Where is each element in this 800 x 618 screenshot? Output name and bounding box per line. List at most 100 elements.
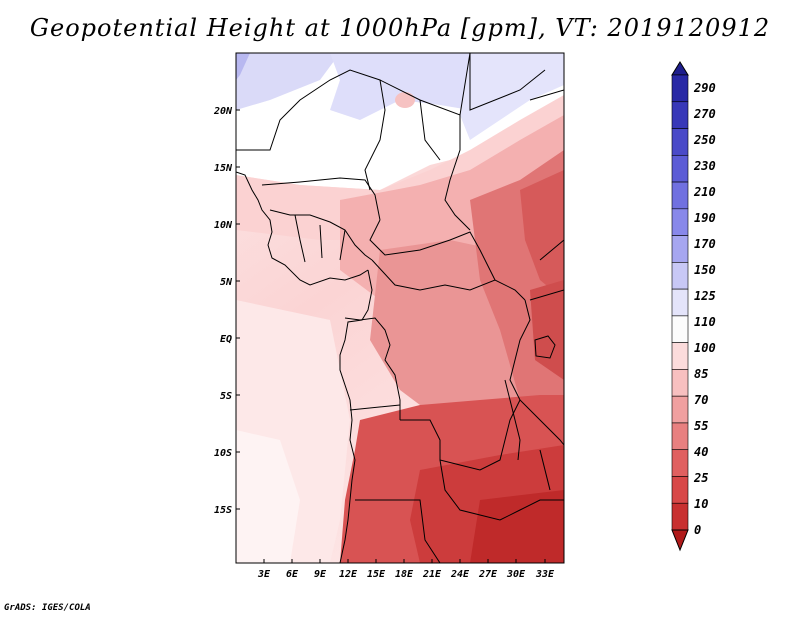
colorbar-box [671, 369, 689, 397]
border-west-1 [269, 209, 373, 261]
colorbar-label: 150 [694, 263, 716, 277]
latitude-axis: 20N 15N 10N 5N EQ 5S 10S 15S [213, 106, 240, 516]
lon-tick-label: 33E [535, 569, 555, 580]
colorbar-box [671, 262, 689, 290]
political-boundaries [236, 53, 564, 563]
border-east [509, 299, 564, 446]
colorbar-box [671, 181, 689, 210]
colorbar-box [671, 288, 689, 317]
lat-tick: EQ [220, 334, 240, 345]
colorbar-box [671, 315, 689, 343]
lon-tick-label: 18E [395, 569, 414, 580]
colorbar-box [671, 101, 689, 129]
lon-tick: 30E [506, 559, 526, 580]
colorbar-box [671, 208, 689, 236]
border-sahara-2 [364, 79, 386, 191]
colorbar-box [671, 74, 689, 103]
lon-tick: 18E [395, 559, 414, 580]
colorbar-bottom-arrow [671, 529, 689, 552]
colorbar-label: 170 [694, 237, 716, 251]
field-blue-nw-dark [236, 53, 250, 80]
border-zambia [439, 459, 564, 521]
border-car [371, 259, 526, 301]
lon-tick: 6E [286, 559, 299, 580]
lon-tick-label: 24E [450, 569, 470, 580]
colorbar-label: 270 [693, 107, 716, 121]
geopotential-field [236, 53, 564, 563]
colorbar-box [671, 154, 689, 183]
colorbar-label: 125 [694, 289, 716, 303]
lat-tick-label: 5S [220, 391, 232, 402]
lon-tick: 3E [257, 559, 271, 580]
field-blob-north [395, 92, 415, 108]
lon-tick-label: 27E [478, 569, 498, 580]
lat-tick: 5S [220, 391, 240, 402]
lat-tick-label: 15S [214, 505, 232, 516]
lake-tanganyika [504, 379, 521, 461]
border-sahel [261, 177, 381, 221]
colorbar-label: 25 [693, 471, 708, 485]
colorbar-labels: 290 270 250 230 210 190 170 150 125 110 … [693, 81, 716, 537]
field-blue-ne [460, 53, 564, 140]
lon-tick-label: 6E [286, 569, 299, 580]
west-africa-coast [236, 171, 369, 286]
colorbar-label: 110 [694, 315, 716, 329]
lat-tick-label: 10N [214, 220, 233, 231]
border-congo-2 [400, 399, 521, 471]
colorbar-label: 55 [694, 419, 708, 433]
colorbar-box [671, 449, 689, 477]
colorbar-box [671, 342, 689, 370]
border-angola [349, 404, 441, 563]
field-blue-nw [236, 53, 340, 110]
gulf-coast [339, 269, 373, 563]
lake-malawi [539, 449, 551, 491]
lat-tick: 15N [214, 163, 240, 174]
field-blue-north [330, 53, 470, 120]
lat-tick: 10N [214, 220, 240, 231]
lon-tick-label: 21E [422, 569, 442, 580]
lon-tick-label: 15E [367, 569, 386, 580]
lon-tick-label: 3E [257, 569, 271, 580]
lat-tick: 10S [214, 448, 240, 459]
colorbar-top-arrow [671, 61, 689, 76]
colorbar-label: 0 [694, 523, 701, 537]
lon-tick: 15E [367, 559, 386, 580]
lat-tick-label: 10S [214, 448, 232, 459]
lon-tick: 9E [314, 559, 327, 580]
colorbar-box [671, 128, 689, 156]
lon-tick: 24E [450, 559, 470, 580]
colorbar-box [671, 235, 689, 263]
lat-tick: 20N [213, 106, 240, 117]
border-chad [369, 219, 496, 281]
lat-tick-label: EQ [220, 334, 232, 345]
colorbar-label: 190 [694, 211, 716, 225]
lon-tick: 12E [339, 559, 358, 580]
field-east-dark [520, 170, 564, 300]
lon-tick-label: 30E [506, 569, 526, 580]
colorbar-box [671, 395, 689, 424]
colorbar-box [671, 476, 689, 504]
border-kenya [529, 239, 564, 301]
border-sahara-3 [444, 115, 471, 231]
field-southwest [236, 430, 300, 563]
colorbar-label: 100 [694, 341, 716, 355]
field-lake-region [530, 280, 564, 380]
colorbar-boxes [671, 74, 689, 531]
colorbar-label: 85 [694, 367, 708, 381]
colorbar-label: 210 [693, 185, 716, 199]
longitude-axis: 3E 6E 9E 12E 15E 18E 21E 24E [257, 559, 555, 580]
colorbar-box [671, 502, 689, 531]
colorbar-label: 40 [694, 445, 708, 459]
lat-tick: 5N [220, 277, 240, 288]
lat-tick-label: 15N [214, 163, 233, 174]
lat-tick-label: 20N [213, 106, 233, 117]
colorbar-label: 230 [693, 159, 716, 173]
colorbar-label: 10 [694, 497, 708, 511]
lon-tick-label: 9E [314, 569, 327, 580]
plot-frame [235, 52, 565, 564]
colorbar: 290 270 250 230 210 190 170 150 125 110 … [671, 61, 716, 552]
lon-tick-label: 12E [339, 569, 358, 580]
map-title: Geopotential Height at 1000hPa [gpm], VT… [29, 14, 771, 42]
border-congo-1 [344, 317, 401, 420]
